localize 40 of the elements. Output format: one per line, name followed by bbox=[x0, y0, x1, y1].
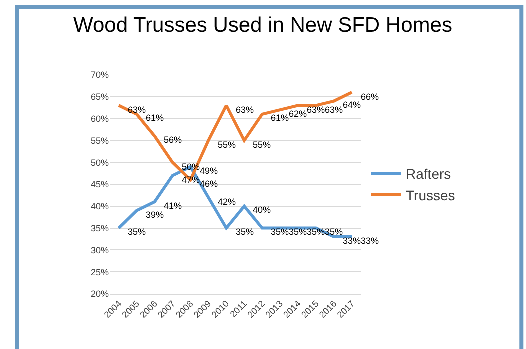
data-label: 42% bbox=[218, 197, 236, 207]
y-tick-label: 40% bbox=[90, 202, 109, 212]
legend-label: Trusses bbox=[406, 187, 456, 204]
data-label: 56% bbox=[164, 135, 182, 145]
y-tick-label: 70% bbox=[90, 70, 109, 80]
line-series bbox=[117, 165, 354, 239]
legend-label: Rafters bbox=[406, 166, 452, 182]
y-tick-label: 65% bbox=[90, 92, 109, 102]
data-label: 63% bbox=[325, 105, 344, 115]
data-label: 35% bbox=[289, 227, 308, 237]
data-label: 49% bbox=[200, 166, 218, 176]
data-label: 63% bbox=[307, 105, 326, 115]
data-label: 35% bbox=[325, 227, 344, 237]
data-label: 55% bbox=[218, 140, 236, 150]
data-label: 35% bbox=[128, 227, 146, 237]
data-label: 62% bbox=[289, 109, 308, 119]
data-label: 61% bbox=[146, 113, 164, 123]
y-tick-label: 60% bbox=[90, 114, 109, 124]
data-label: 40% bbox=[253, 205, 272, 215]
y-tick-label: 45% bbox=[90, 180, 109, 190]
data-label: 35% bbox=[271, 227, 290, 237]
data-label: 33% bbox=[343, 236, 362, 246]
y-tick-label: 30% bbox=[90, 245, 109, 256]
data-label: 55% bbox=[253, 140, 272, 150]
data-label: 33% bbox=[361, 236, 380, 246]
y-tick-label: 55% bbox=[90, 136, 109, 146]
data-label: 41% bbox=[164, 201, 182, 211]
y-tick-label: 25% bbox=[90, 267, 109, 278]
y-tick-label: 35% bbox=[90, 223, 109, 234]
y-tick-label: 20% bbox=[90, 289, 109, 300]
data-label: 39% bbox=[146, 210, 164, 220]
data-label: 35% bbox=[236, 227, 254, 237]
data-label: 35% bbox=[307, 227, 326, 237]
data-label: 64% bbox=[343, 100, 362, 110]
data-label: 63% bbox=[236, 105, 254, 115]
y-tick-label: 50% bbox=[90, 158, 109, 168]
data-label: 61% bbox=[271, 113, 290, 123]
data-label: 63% bbox=[128, 105, 146, 115]
data-label: 66% bbox=[361, 92, 380, 102]
chart-title: Wood Trusses Used in New SFD Homes bbox=[74, 14, 452, 37]
